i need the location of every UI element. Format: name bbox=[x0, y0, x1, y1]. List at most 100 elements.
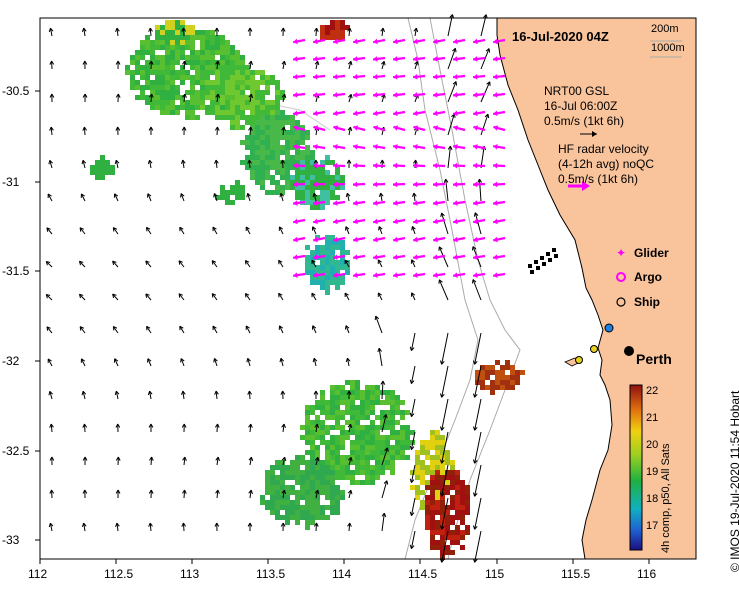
lon-tick-label: 115.5 bbox=[561, 567, 591, 581]
hf-arrow bbox=[332, 110, 346, 117]
gsl-arrow bbox=[409, 497, 416, 516]
gsl-arrow bbox=[412, 192, 417, 202]
hf-arrow bbox=[472, 56, 486, 62]
lat-tick-label: -31.5 bbox=[2, 264, 30, 278]
hf-arrow bbox=[432, 144, 446, 150]
gsl-arrow bbox=[347, 126, 353, 136]
lon-tick-label: 114.5 bbox=[408, 567, 438, 581]
gsl-arrow bbox=[480, 113, 490, 136]
gsl-arrow bbox=[248, 489, 254, 499]
hf-arrow bbox=[353, 236, 366, 243]
hf-subtitle: (4-12h avg) noQC bbox=[558, 157, 655, 171]
map-frame bbox=[39, 17, 697, 560]
hf-arrow bbox=[372, 254, 386, 260]
contour-200m bbox=[429, 17, 521, 560]
argo-symbol bbox=[616, 272, 626, 282]
hf-arrow bbox=[452, 272, 466, 278]
gsl-arrow bbox=[409, 464, 416, 483]
hf-arrow bbox=[352, 92, 366, 98]
hf-arrow bbox=[352, 200, 366, 206]
gsl-arrow bbox=[214, 27, 220, 37]
hf-arrow bbox=[452, 56, 466, 62]
hf-arrow bbox=[293, 236, 306, 243]
gsl-arrow bbox=[112, 227, 119, 235]
hf-arrow bbox=[312, 272, 326, 278]
hf-arrow bbox=[392, 200, 406, 206]
hf-arrow bbox=[413, 236, 426, 243]
gsl-arrow bbox=[248, 126, 253, 136]
hf-arrow bbox=[333, 236, 346, 243]
hf-arrow bbox=[332, 144, 346, 150]
hf-arrow bbox=[492, 110, 506, 117]
gsl-arrow bbox=[347, 423, 353, 433]
hf-arrow bbox=[492, 254, 506, 260]
legend-glider: Glider bbox=[634, 246, 669, 260]
hf-arrow bbox=[472, 73, 486, 80]
hf-arrow bbox=[332, 254, 346, 260]
hf-arrow bbox=[332, 181, 346, 188]
gsl-arrow bbox=[45, 293, 53, 301]
lon-tick-label: 114 bbox=[332, 567, 352, 581]
hf-arrow bbox=[333, 125, 346, 132]
gsl-arrow bbox=[346, 390, 352, 400]
hf-arrow bbox=[432, 162, 446, 169]
gsl-date: 16-Jul 06:00Z bbox=[544, 99, 618, 113]
hf-arrow bbox=[452, 200, 466, 206]
gsl-arrow bbox=[115, 423, 121, 433]
hf-radar-arrows bbox=[292, 38, 506, 278]
hf-arrow bbox=[472, 272, 486, 278]
gsl-arrow bbox=[179, 226, 185, 235]
gsl-arrow bbox=[281, 489, 287, 499]
hf-arrow bbox=[432, 254, 446, 260]
gsl-arrow bbox=[472, 398, 482, 431]
gsl-arrow bbox=[279, 357, 285, 367]
hf-arrow bbox=[392, 162, 406, 169]
gsl-arrow bbox=[380, 27, 385, 37]
hf-arrow bbox=[392, 92, 406, 98]
hf-arrow bbox=[412, 144, 426, 150]
gsl-arrow bbox=[112, 260, 119, 268]
hf-arrow bbox=[452, 181, 466, 188]
hf-arrow bbox=[472, 144, 486, 150]
hf-arrow bbox=[492, 162, 506, 169]
gsl-arrow bbox=[347, 60, 353, 70]
gsl-arrow bbox=[281, 126, 286, 136]
hf-arrow bbox=[453, 38, 466, 45]
hf-arrow bbox=[373, 218, 386, 225]
gsl-arrow bbox=[181, 27, 187, 37]
gsl-arrow bbox=[248, 456, 254, 466]
gsl-arrow bbox=[480, 81, 491, 103]
hf-arrow bbox=[453, 125, 466, 132]
gsl-arrow bbox=[45, 260, 53, 268]
colorbar-tick-label: 19 bbox=[646, 466, 659, 478]
gsl-arrow bbox=[146, 325, 152, 334]
hf-arrow bbox=[392, 254, 406, 260]
hf-arrow bbox=[292, 110, 306, 117]
gsl-arrow bbox=[410, 292, 416, 301]
hf-arrow bbox=[472, 254, 486, 260]
hf-arrow bbox=[412, 110, 426, 117]
gsl-arrow bbox=[79, 227, 86, 235]
hf-arrow bbox=[432, 73, 446, 80]
gsl-arrow bbox=[248, 423, 253, 433]
gsl-arrow bbox=[48, 522, 54, 532]
hf-arrow bbox=[352, 56, 366, 62]
hf-arrow bbox=[372, 56, 386, 62]
city-label: Perth bbox=[636, 351, 672, 367]
gsl-arrow bbox=[81, 159, 87, 169]
gsl-arrow bbox=[439, 464, 449, 497]
gsl-arrow bbox=[278, 292, 284, 301]
gsl-arrow bbox=[181, 423, 187, 433]
gsl-arrow bbox=[246, 357, 251, 367]
hf-arrow bbox=[493, 218, 506, 225]
hf-arrow bbox=[472, 162, 486, 169]
gsl-arrow bbox=[247, 390, 252, 400]
hf-arrow bbox=[392, 181, 406, 188]
hf-arrow bbox=[433, 38, 446, 45]
gsl-arrow bbox=[80, 358, 86, 367]
hf-arrow bbox=[392, 73, 406, 80]
gsl-arrow bbox=[247, 159, 252, 169]
gsl-arrow bbox=[347, 522, 352, 532]
hf-arrow bbox=[332, 73, 346, 80]
gsl-arrow bbox=[49, 126, 54, 136]
